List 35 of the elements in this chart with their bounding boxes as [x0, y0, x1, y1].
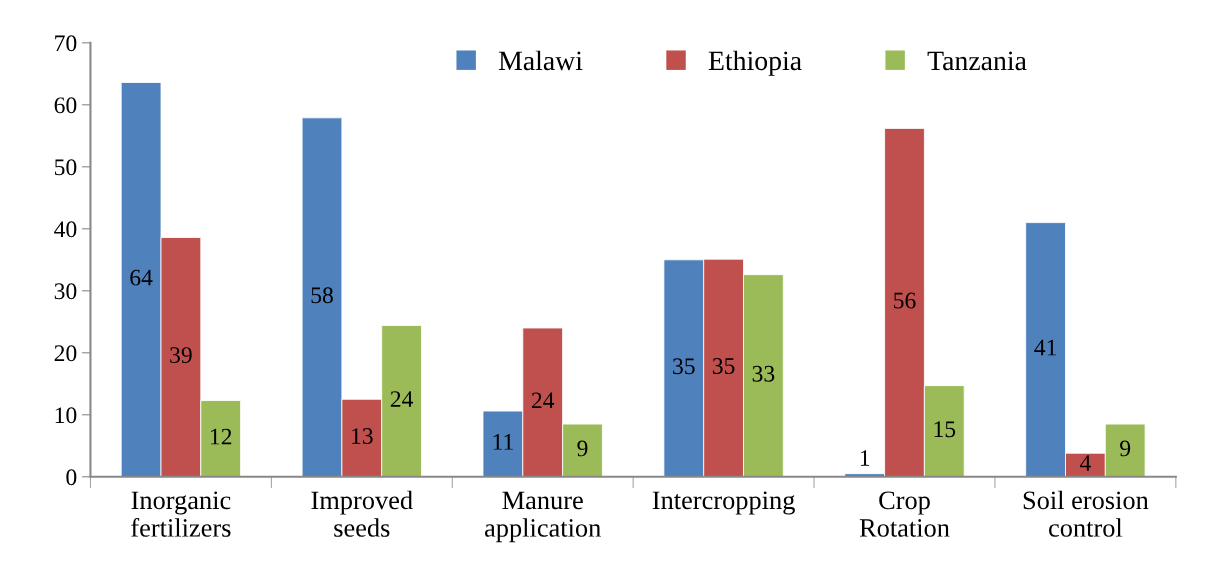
legend-label: Malawi: [498, 50, 583, 71]
x-tick-label: Intercropping: [652, 491, 795, 515]
data-label: 9: [577, 440, 588, 457]
data-label: 1: [860, 450, 870, 466]
legend-label: Ethiopia: [708, 50, 802, 76]
data-label: 58: [311, 287, 333, 304]
x-tick-label: Manure application: [485, 491, 601, 543]
data-label: 35: [712, 358, 735, 374]
data-label: 13: [352, 428, 373, 444]
y-tick-label: 40: [54, 221, 77, 238]
data-label: 24: [531, 392, 555, 409]
data-label: 4: [1079, 455, 1091, 471]
data-label: 9: [1120, 440, 1131, 457]
y-tick-label: 0: [66, 469, 77, 486]
legend-label: Tanzania: [927, 51, 1027, 71]
data-label: 35: [673, 358, 695, 375]
x-tick-label: Soil erosion control: [1023, 490, 1149, 537]
x-tick-label: Crop Rotation: [859, 491, 950, 537]
data-label: 11: [493, 434, 513, 450]
data-label: 41: [1034, 339, 1056, 356]
data-label: 33: [752, 365, 775, 382]
y-tick-label: 60: [54, 97, 77, 114]
x-tick-label: Improved seeds: [311, 490, 413, 537]
data-label: 24: [390, 391, 414, 407]
y-tick-label: 20: [54, 345, 77, 362]
data-label: 56: [894, 292, 916, 309]
data-label: 39: [170, 347, 192, 364]
y-tick-label: 50: [55, 159, 77, 176]
y-tick-label: 30: [54, 283, 77, 300]
data-label: 15: [934, 421, 956, 438]
x-tick-label: Inorganic fertilizers: [131, 491, 231, 537]
y-tick-label: 70: [55, 35, 77, 52]
data-label: 64: [130, 269, 153, 286]
y-tick-label: 10: [55, 407, 77, 424]
data-label: 12: [210, 428, 232, 445]
